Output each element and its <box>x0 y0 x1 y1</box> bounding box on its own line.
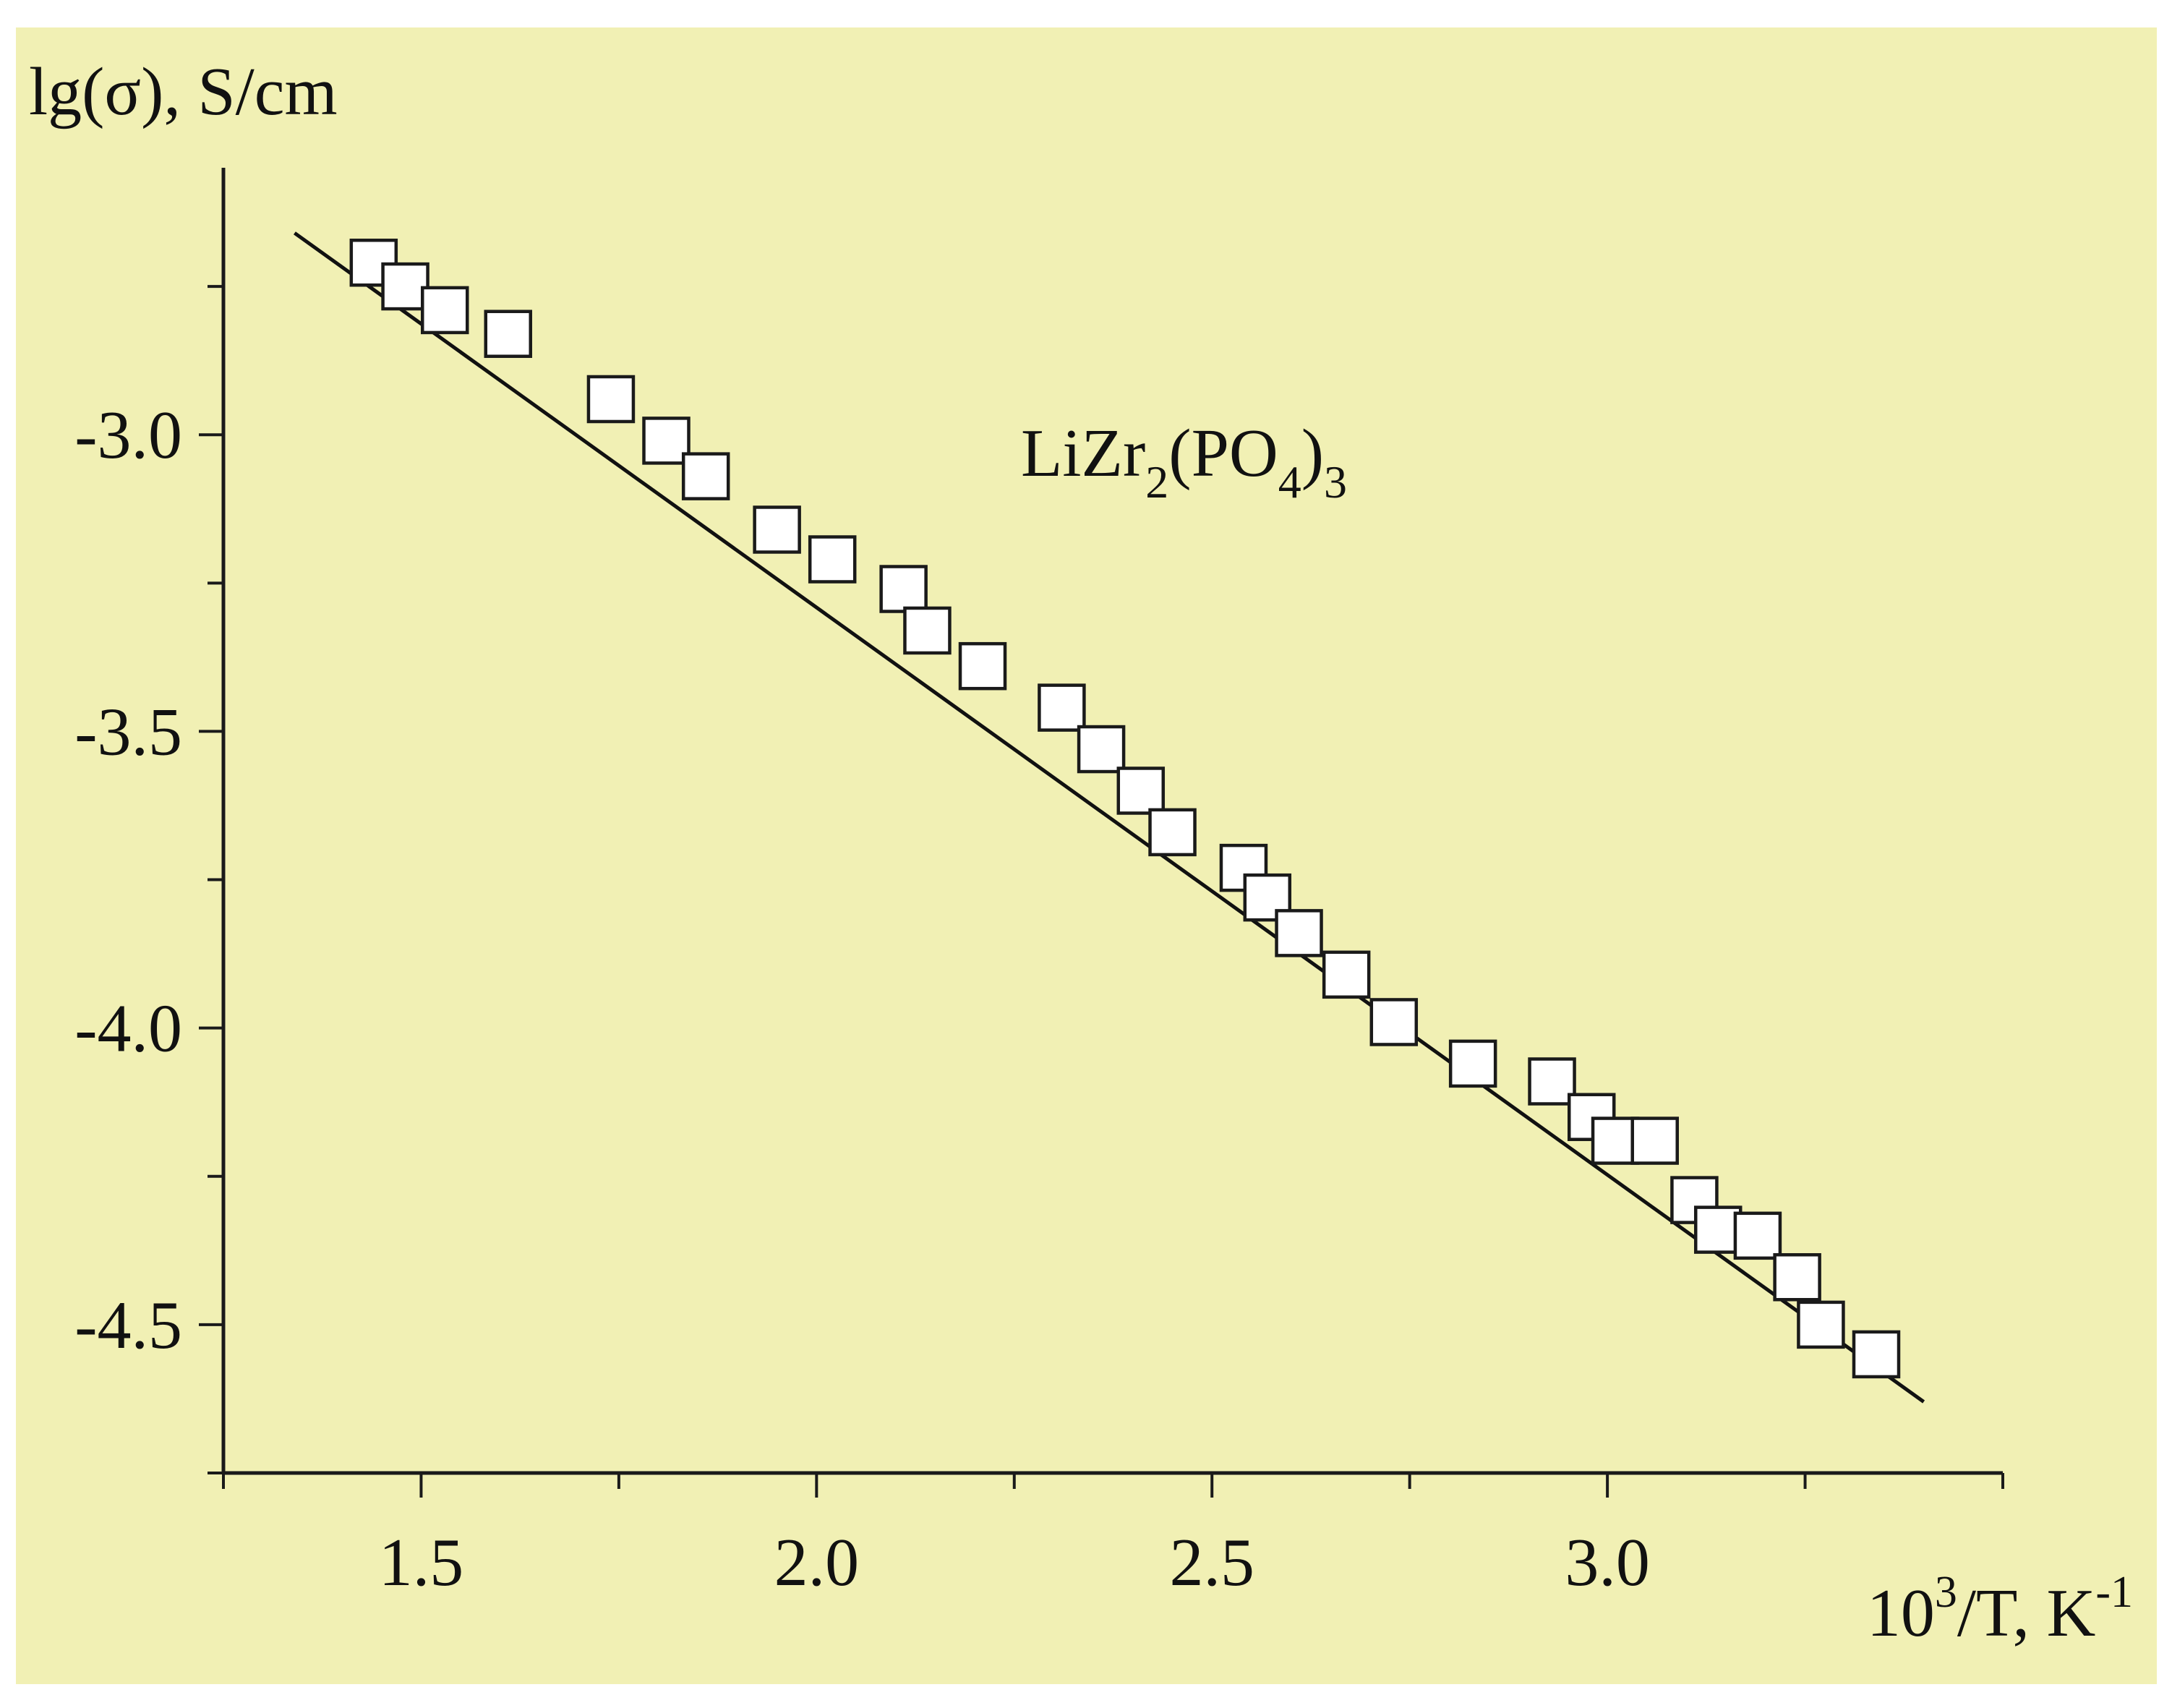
annotation-part-a: LiZr <box>1021 416 1145 491</box>
data-points <box>349 239 1901 1379</box>
data-point <box>1077 725 1126 774</box>
annotation-subscript-1: 2 <box>1145 456 1168 508</box>
data-point <box>1591 1116 1640 1165</box>
data-point <box>381 262 429 311</box>
data-point <box>421 286 469 335</box>
x-axis-label: 103/T, K-1 <box>1867 1568 2133 1651</box>
data-point <box>1630 1116 1679 1165</box>
annotation-part-c: ) <box>1301 416 1324 491</box>
x-tick-label: 2.5 <box>1169 1525 1254 1600</box>
data-point <box>808 535 857 584</box>
data-point <box>1852 1330 1901 1379</box>
data-point <box>1528 1057 1576 1106</box>
x-tick-label: 1.5 <box>379 1525 464 1600</box>
fit-line-layer <box>293 231 1925 1404</box>
y-axis-label: lg(σ), S/cm <box>29 54 338 129</box>
data-point <box>753 505 801 554</box>
data-point <box>1448 1039 1497 1088</box>
y-tick-label: -3.0 <box>74 398 182 473</box>
x-label-base: 10 <box>1867 1576 1935 1651</box>
data-point <box>1733 1211 1782 1260</box>
x-label-middle: /T, K <box>1957 1576 2095 1651</box>
data-point <box>484 309 533 358</box>
y-tick-label: -4.0 <box>74 991 182 1067</box>
x-label-superscript-2: -1 <box>2095 1568 2133 1617</box>
data-point <box>681 452 730 500</box>
axes: 1.5 2.0 2.5 3.0 -3.0 -3.5 -4.0 -4.5 <box>74 168 2004 1600</box>
chart-background <box>16 27 2157 1684</box>
data-point <box>1369 998 1419 1046</box>
annotation-part-b: (PO <box>1168 416 1278 491</box>
x-tick-label: 2.0 <box>774 1525 860 1600</box>
data-point <box>958 641 1007 691</box>
series-annotation: LiZr2(PO4)3 <box>1021 416 1347 508</box>
y-tick-label: -4.5 <box>74 1288 182 1363</box>
data-point <box>879 565 928 613</box>
data-point <box>586 375 636 424</box>
data-point <box>1116 767 1166 815</box>
fit-line <box>293 231 1925 1404</box>
y-tick-label: -3.5 <box>74 694 182 769</box>
data-point <box>903 606 952 655</box>
data-point <box>1322 950 1371 999</box>
x-label-superscript-1: 3 <box>1935 1568 1957 1617</box>
data-point <box>642 417 690 465</box>
data-point <box>1797 1300 1845 1349</box>
annotation-subscript-2: 4 <box>1278 456 1301 508</box>
data-point <box>1038 683 1086 732</box>
annotation-subscript-3: 3 <box>1324 456 1347 508</box>
data-point <box>1148 808 1197 857</box>
x-tick-label: 3.0 <box>1565 1525 1650 1600</box>
data-point <box>1773 1253 1821 1302</box>
data-point <box>1275 909 1323 957</box>
